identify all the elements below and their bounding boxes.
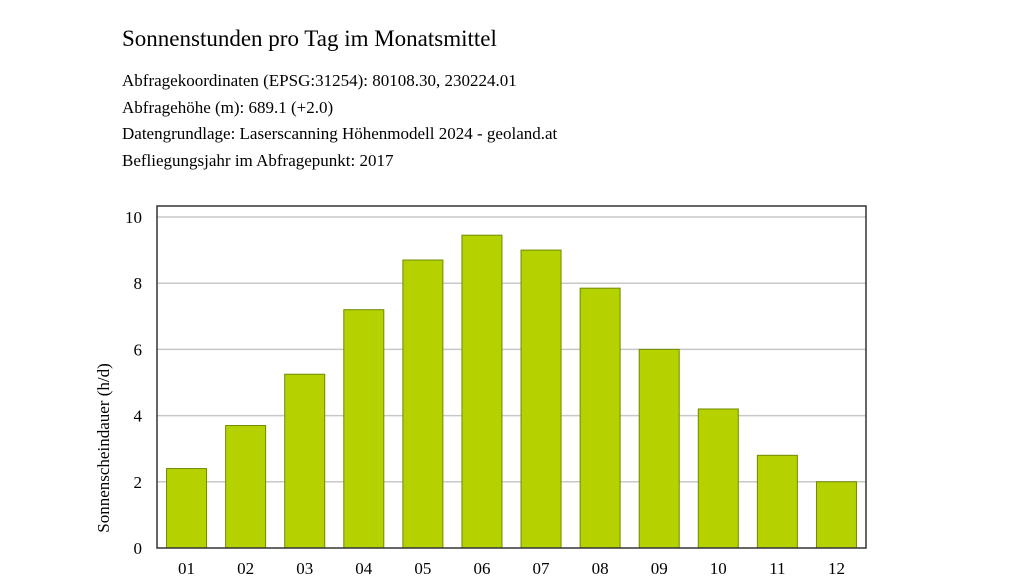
x-tick-label: 06 xyxy=(473,559,490,576)
y-tick-label: 2 xyxy=(134,473,143,492)
x-axis-ticks: 01 02 03 04 05 06 07 08 09 10 11 12 xyxy=(178,559,845,576)
bar-11 xyxy=(756,454,798,549)
bar-06 xyxy=(461,234,503,549)
y-tick-label: 0 xyxy=(134,539,143,558)
y-axis-ticks: 0 2 4 6 8 10 xyxy=(125,208,143,558)
bar-07 xyxy=(520,249,562,549)
x-tick-label: 07 xyxy=(533,559,551,576)
y-tick-label: 10 xyxy=(125,208,142,227)
bars xyxy=(166,234,857,549)
y-tick-label: 4 xyxy=(134,407,143,426)
meta-survey-year: Befliegungsjahr im Abfragepunkt: 2017 xyxy=(122,150,394,170)
bar-12 xyxy=(815,481,857,549)
x-tick-label: 12 xyxy=(828,559,845,576)
bar-09 xyxy=(638,348,680,549)
x-tick-label: 03 xyxy=(296,559,313,576)
y-tick-label: 6 xyxy=(134,340,143,359)
chart-title: Sonnenstunden pro Tag im Monatsmittel xyxy=(122,26,497,51)
query-metadata: Abfragekoordinaten (EPSG:31254): 80108.3… xyxy=(122,68,557,174)
x-tick-label: 10 xyxy=(710,559,727,576)
grid-lines xyxy=(157,216,866,483)
plot-frame xyxy=(156,205,867,549)
bar-02 xyxy=(225,425,267,549)
x-tick-label: 09 xyxy=(651,559,668,576)
bar-05 xyxy=(402,259,444,549)
meta-data-source: Datengrundlage: Laserscanning Höhenmodel… xyxy=(122,124,558,144)
bar-08 xyxy=(579,287,621,549)
x-tick-label: 04 xyxy=(355,559,373,576)
y-axis-label: Sonnenscheindauer (h/d) xyxy=(94,363,113,532)
meta-coordinates: Abfragekoordinaten (EPSG:31254): 80108.3… xyxy=(122,71,517,90)
y-tick-label: 8 xyxy=(134,274,143,293)
x-tick-label: 01 xyxy=(178,559,195,576)
x-tick-label: 08 xyxy=(592,559,609,576)
bar-04 xyxy=(343,309,385,549)
x-tick-label: 02 xyxy=(237,559,254,576)
meta-elevation: Abfragehöhe (m): 689.1 (+2.0) xyxy=(122,97,334,117)
bar-10 xyxy=(697,408,739,549)
x-tick-label: 11 xyxy=(769,559,785,576)
x-tick-label: 05 xyxy=(414,559,431,576)
bar-01 xyxy=(166,468,208,549)
bar-03 xyxy=(284,373,326,549)
